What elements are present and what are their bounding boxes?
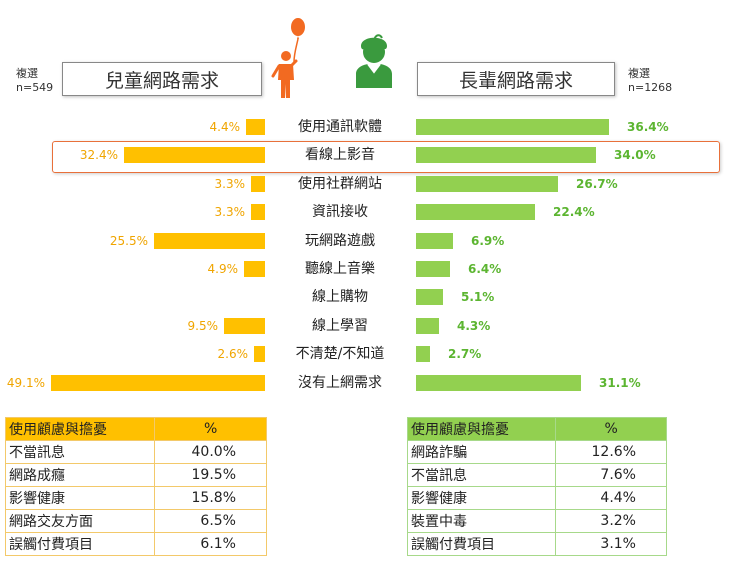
elders-bar xyxy=(416,176,558,192)
table-row: 誤觸付費項目 3.1% xyxy=(406,532,667,556)
table-row: 不當訊息 40.0% xyxy=(4,440,267,464)
category-label: 不清楚/不知道 xyxy=(295,346,385,362)
children-value-label: 4.4% xyxy=(209,120,241,134)
children-value-label: 25.5% xyxy=(109,234,148,248)
elders-bar xyxy=(416,318,439,334)
table-row: 裝置中毒 3.2% xyxy=(406,509,667,533)
category-label: 看線上影音 xyxy=(305,147,375,163)
table-cell-item: 裝置中毒 xyxy=(406,509,557,533)
table-cell-item: 網路成癮 xyxy=(4,463,156,487)
table-cell-percent: 15.8% xyxy=(154,486,267,510)
elders-value-label: 36.4% xyxy=(627,120,669,134)
children-value-label: 49.1% xyxy=(6,376,45,390)
table-cell-percent: 12.6% xyxy=(555,440,667,464)
category-label: 聽線上音樂 xyxy=(305,261,375,277)
children-value-label: 2.6% xyxy=(217,347,249,361)
elders-value-label: 5.1% xyxy=(461,290,495,304)
right-chart-title: 長輩網路需求 xyxy=(417,62,615,96)
children-table-header-percent: % xyxy=(154,417,267,441)
elders-bar xyxy=(416,119,609,135)
elders-bar xyxy=(416,233,453,249)
table-cell-item: 影響健康 xyxy=(406,486,557,510)
children-bar xyxy=(244,261,265,277)
elder-person-icon xyxy=(356,34,392,88)
table-cell-item: 網路詐騙 xyxy=(406,440,557,464)
table-cell-item: 不當訊息 xyxy=(406,463,557,487)
elders-bar xyxy=(416,375,581,391)
table-row: 網路詐騙 12.6% xyxy=(406,440,667,464)
left-sample-size: n=549 xyxy=(16,81,54,94)
elders-bar xyxy=(416,147,596,163)
elders-bar xyxy=(416,261,450,277)
children-bar xyxy=(154,233,265,249)
elders-value-label: 31.1% xyxy=(599,376,641,390)
left-chart-title: 兒童網路需求 xyxy=(62,62,262,96)
elders-value-label: 4.3% xyxy=(457,319,491,333)
children-bar xyxy=(124,147,265,163)
children-value-label: 32.4% xyxy=(79,148,118,162)
table-row: 影響健康 4.4% xyxy=(406,486,667,510)
table-row: 網路成癮 19.5% xyxy=(4,463,267,487)
children-bar xyxy=(246,119,265,135)
elders-bar xyxy=(416,204,535,220)
children-bar xyxy=(51,375,265,391)
elders-value-label: 6.4% xyxy=(468,262,502,276)
elders-value-label: 34.0% xyxy=(614,148,656,162)
elders-value-label: 22.4% xyxy=(553,205,595,219)
table-cell-percent: 19.5% xyxy=(154,463,267,487)
child-with-balloon-icon xyxy=(271,18,305,98)
table-cell-item: 誤觸付費項目 xyxy=(4,532,156,556)
elders-table-header-item: 使用顧慮與擔憂 xyxy=(406,417,557,441)
children-bar xyxy=(251,204,265,220)
category-label: 線上購物 xyxy=(312,289,368,305)
table-row: 網路交友方面 6.5% xyxy=(4,509,267,533)
highlight-box xyxy=(52,141,720,173)
table-cell-percent: 6.5% xyxy=(154,509,267,533)
elders-table-header-percent: % xyxy=(555,417,667,441)
table-cell-percent: 4.4% xyxy=(555,486,667,510)
table-cell-percent: 6.1% xyxy=(154,532,267,556)
children-bar xyxy=(254,346,265,362)
children-value-label: 3.3% xyxy=(214,205,246,219)
table-row: 不當訊息 7.6% xyxy=(406,463,667,487)
children-value-label: 4.9% xyxy=(207,262,239,276)
table-cell-item: 影響健康 xyxy=(4,486,156,510)
right-sample-size: n=1268 xyxy=(628,81,673,94)
category-label: 使用社群網站 xyxy=(298,176,382,192)
children-value-label: 3.3% xyxy=(214,177,246,191)
table-cell-item: 誤觸付費項目 xyxy=(406,532,557,556)
table-cell-item: 網路交友方面 xyxy=(4,509,156,533)
children-bar xyxy=(224,318,265,334)
right-multi-select-label: 複選 xyxy=(628,67,650,80)
children-concerns-table: 使用顧慮與擔憂 % 不當訊息 40.0% 網路成癮 19.5% 影響健康 15.8% … xyxy=(4,417,267,556)
children-table-header-item: 使用顧慮與擔憂 xyxy=(4,417,156,441)
table-cell-percent: 7.6% xyxy=(555,463,667,487)
category-label: 使用通訊軟體 xyxy=(298,119,382,135)
children-bar xyxy=(251,176,265,192)
elders-bar xyxy=(416,346,430,362)
table-row: 影響健康 15.8% xyxy=(4,486,267,510)
elders-concerns-table: 使用顧慮與擔憂 % 網路詐騙 12.6% 不當訊息 7.6% 影響健康 4.4% 裝置… xyxy=(406,417,667,556)
table-cell-percent: 40.0% xyxy=(154,440,267,464)
table-cell-item: 不當訊息 xyxy=(4,440,156,464)
category-label: 沒有上網需求 xyxy=(298,375,382,391)
table-cell-percent: 3.1% xyxy=(555,532,667,556)
category-label: 玩網路遊戲 xyxy=(305,233,375,249)
elders-bar xyxy=(416,289,443,305)
table-row: 誤觸付費項目 6.1% xyxy=(4,532,267,556)
category-label: 資訊接收 xyxy=(312,204,368,220)
left-multi-select-label: 複選 xyxy=(16,67,38,80)
elders-value-label: 6.9% xyxy=(471,234,505,248)
elders-value-label: 26.7% xyxy=(576,177,618,191)
children-value-label: 9.5% xyxy=(187,319,219,333)
table-cell-percent: 3.2% xyxy=(555,509,667,533)
elders-value-label: 2.7% xyxy=(448,347,482,361)
category-label: 線上學習 xyxy=(312,318,368,334)
